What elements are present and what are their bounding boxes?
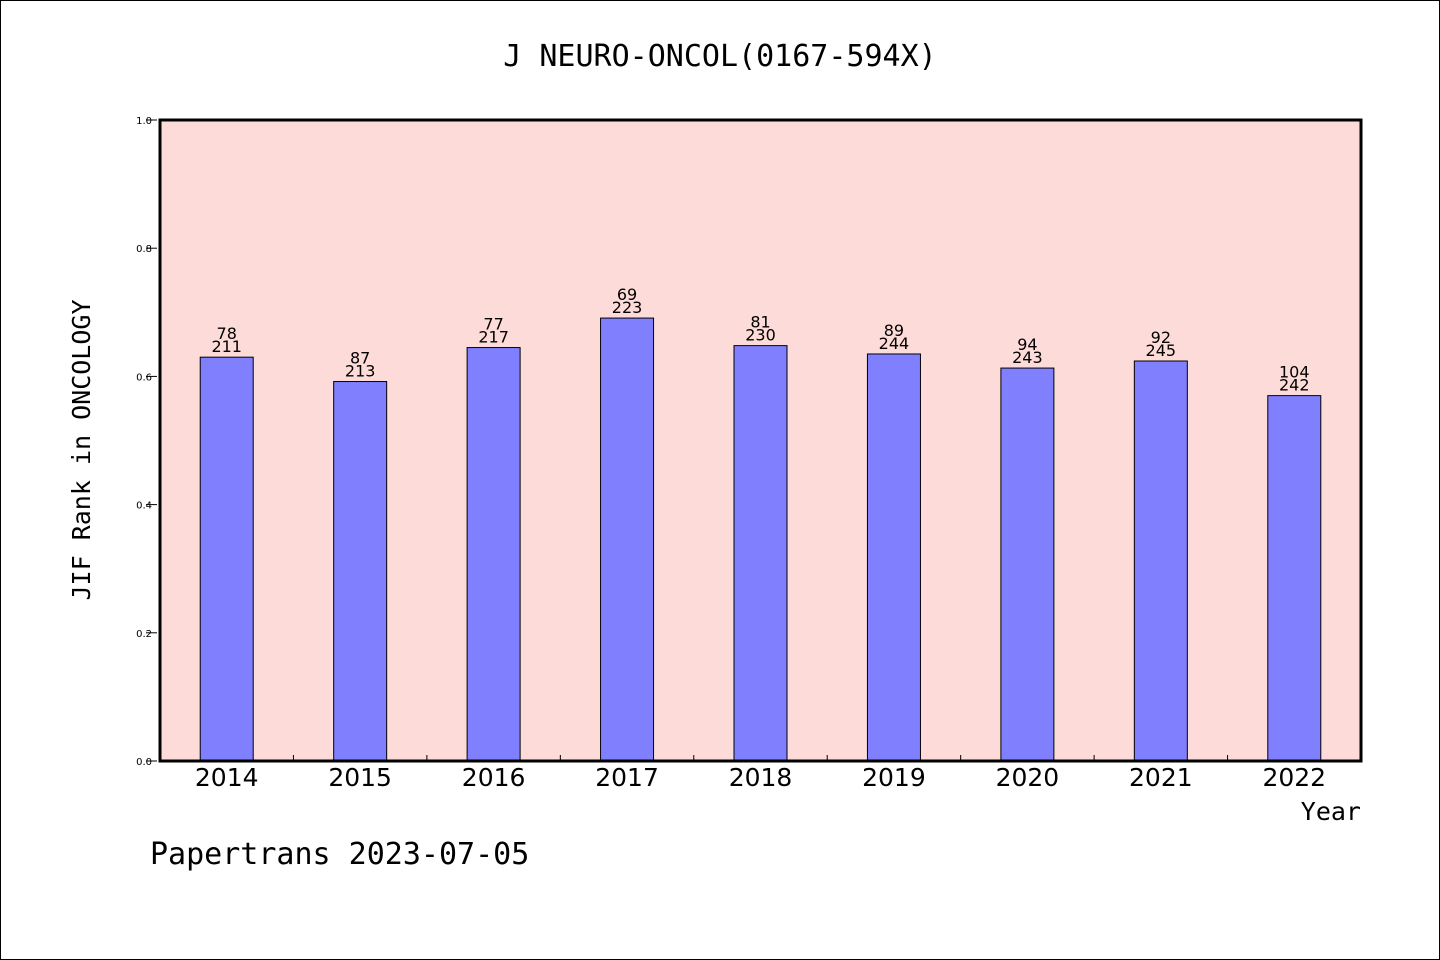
bar-total-label: 245 — [1146, 341, 1177, 360]
bar-rank-label: 81 — [750, 313, 770, 332]
y-tick-label: 0.6 — [136, 372, 152, 383]
x-axis: 2014 2015 2016 2017 2018 2019 2020 2021 2022 — [195, 755, 1326, 792]
bar-2017 — [600, 317, 655, 762]
bar-total-label: 213 — [345, 362, 376, 381]
y-axis-label: JIF Rank in ONCOLOGY — [67, 299, 96, 600]
bar-rank-label: 92 — [1151, 328, 1171, 347]
y-tick-label: 0.2 — [136, 629, 152, 640]
y-tick-label: 0.8 — [136, 244, 152, 255]
bar-total-label: 217 — [478, 328, 509, 347]
bar-rank-label: 78 — [217, 324, 237, 343]
bar-total-label: 244 — [879, 334, 910, 353]
y-tick-label: 0.0 — [136, 757, 152, 768]
y-axis: 0.0 0.2 0.4 0.6 0.8 1.0 — [136, 116, 157, 768]
x-axis-label: Year — [1301, 797, 1361, 826]
footer-source-date: Papertrans 2023-07-05 — [150, 837, 529, 872]
x-tick-label: 2019 — [862, 763, 926, 792]
bars — [199, 317, 1322, 762]
chart-title: J NEURO-ONCOL(0167-594X) — [503, 39, 936, 74]
bar-rank-label: 69 — [617, 285, 637, 304]
bar-rank-label: 87 — [350, 349, 370, 368]
x-tick-label: 2014 — [195, 763, 259, 792]
bar-total-label: 242 — [1279, 376, 1310, 395]
y-tick-label: 1.0 — [136, 116, 152, 127]
bar-rank-label: 104 — [1279, 363, 1310, 382]
x-tick-label: 2020 — [996, 763, 1060, 792]
bar-2014 — [199, 356, 254, 762]
bar-2022 — [1267, 395, 1322, 762]
bar-rank-label: 77 — [483, 315, 503, 334]
bar-2018 — [733, 345, 788, 762]
bar-total-label: 230 — [745, 326, 776, 345]
bar-2015 — [333, 381, 388, 762]
bar-total-label: 211 — [211, 337, 242, 356]
bar-2016 — [466, 347, 521, 762]
bar-total-label: 223 — [612, 298, 643, 317]
y-tick-label: 0.4 — [136, 501, 152, 512]
bar-2021 — [1133, 360, 1188, 762]
x-tick-label: 2021 — [1129, 763, 1193, 792]
bar-2020 — [1000, 367, 1055, 762]
bar-rank-label: 89 — [884, 321, 904, 340]
bar-total-label: 243 — [1012, 348, 1043, 367]
x-tick-label: 2017 — [595, 763, 659, 792]
x-tick-label: 2022 — [1262, 763, 1326, 792]
bar-rank-label: 94 — [1017, 335, 1037, 354]
plot-border — [158, 118, 1363, 763]
x-tick-label: 2015 — [328, 763, 392, 792]
bar-2019 — [866, 353, 921, 762]
x-tick-label: 2018 — [729, 763, 793, 792]
x-tick-label: 2016 — [462, 763, 526, 792]
